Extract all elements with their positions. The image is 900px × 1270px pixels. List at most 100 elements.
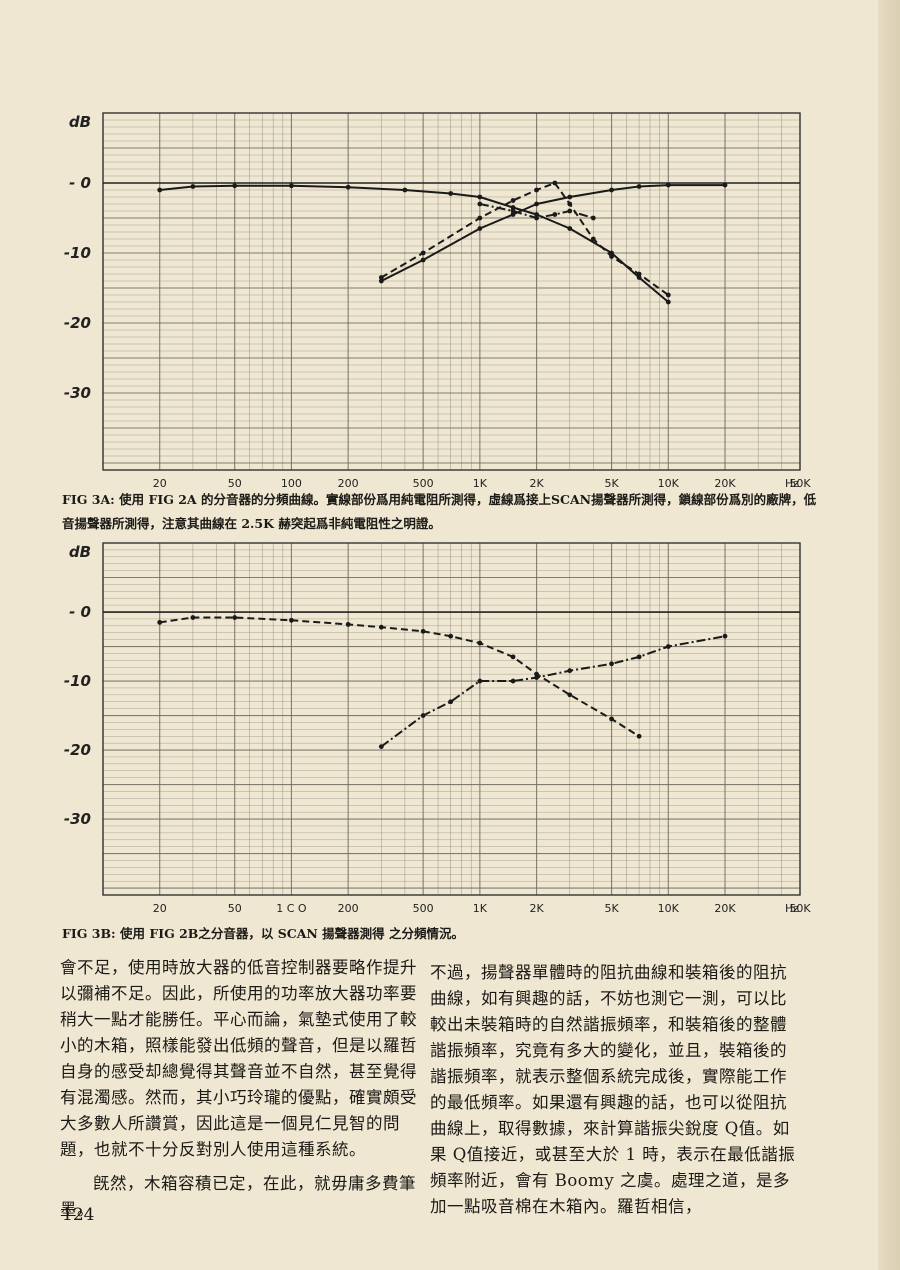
series-1-point	[567, 194, 573, 200]
caption-fig-3b: FIG 3B: 使用 FIG 2B之分音器，以 SCAN 揚聲器測得 之分頻情況…	[62, 922, 822, 946]
x-tick-label: 2K	[529, 477, 544, 490]
x-tick-label: 500	[413, 477, 434, 490]
series-1-point	[609, 661, 614, 667]
series-2-point	[378, 275, 384, 280]
y-tick-label: -10	[64, 672, 91, 690]
x-tick-label: 20K	[714, 902, 736, 915]
y-unit-label: dB	[69, 113, 91, 131]
x-tick-label: 1 C O	[276, 902, 307, 915]
series-0-point	[510, 205, 516, 210]
series-0-point	[232, 183, 238, 189]
series-0-point	[636, 733, 642, 739]
caption-fig-3b-text: 使用 FIG 2B之分音器，以 SCAN 揚聲器測得 之分頻情況。	[120, 926, 465, 941]
series-1-point	[722, 182, 728, 188]
y-tick-label: - 0	[69, 174, 91, 192]
series-1-point	[722, 633, 728, 639]
y-tick-label: -10	[64, 244, 91, 262]
series-0-point	[534, 671, 539, 677]
series-2-point	[609, 254, 614, 259]
page-number: 124	[62, 1205, 95, 1225]
caption-fig-3b-label: FIG 3B:	[62, 926, 116, 941]
page-edge	[878, 0, 900, 1270]
y-tick-label: -30	[64, 384, 91, 402]
body-column-left: 會不足，使用時放大器的低音控制器要略作提升以彌補不足。因此，所使用的功率放大器功…	[60, 955, 428, 1223]
series-0-point	[477, 640, 483, 646]
series-2-point	[665, 292, 671, 298]
series-3-point	[510, 208, 516, 214]
series-2-point	[567, 201, 573, 207]
series-0-point	[157, 619, 163, 625]
series-0-point	[378, 624, 384, 630]
x-tick-label: 2K	[529, 902, 544, 915]
series-0-point	[448, 191, 454, 196]
series-0-point	[567, 226, 573, 231]
series-0-point	[289, 617, 294, 623]
x-tick-label: 100	[281, 477, 302, 490]
x-tick-label: 5K	[604, 902, 619, 915]
series-0-point	[477, 194, 483, 200]
series-0-line	[159, 184, 669, 303]
series-1-point	[420, 257, 426, 263]
y-unit-label: dB	[69, 543, 91, 561]
x-unit-label: Hz	[785, 477, 799, 490]
series-1-line	[380, 635, 726, 748]
series-2-point	[534, 187, 539, 193]
series-1-point	[378, 744, 384, 750]
series-2-point	[510, 198, 516, 203]
series-0-point	[232, 615, 238, 620]
series-1-line	[380, 184, 725, 282]
x-tick-label: 50	[228, 477, 242, 490]
chart-fig-3b: - 0 -10 -20 -30 dB 20 50 1 C O 200 500 1K 2K 5K 10K 20…	[64, 542, 811, 915]
chart-fig-3a: - 0 -10 -20 -30 dB 20 50 100 200 500 1K 2K 5K 10K 20K 5…	[64, 112, 811, 490]
series-1-point	[477, 226, 483, 231]
series-0-line	[159, 616, 640, 738]
series-3-point	[590, 215, 596, 221]
series-1-point	[477, 678, 483, 684]
series-0-point	[402, 187, 408, 193]
series-3-point	[534, 215, 539, 221]
y-tick-label: - 0	[69, 603, 91, 621]
series-1-point	[567, 668, 573, 674]
body-column-right: 不過，揚聲器單體時的阻抗曲線和裝箱後的阻抗曲線，如有興趣的話，不妨也測它一測，可…	[430, 960, 798, 1220]
series-1-point	[609, 187, 614, 193]
y-tick-label: -20	[64, 314, 91, 332]
x-tick-label: 5K	[604, 477, 619, 490]
series-1-point	[665, 182, 671, 188]
series-2-line	[380, 182, 669, 296]
series-0-point	[190, 615, 196, 620]
x-tick-label: 1K	[473, 902, 488, 915]
series-0-point	[567, 692, 573, 698]
series-2-point	[636, 271, 642, 277]
series-0-point	[609, 716, 614, 722]
series-1-point	[378, 278, 384, 284]
series-1-point	[510, 678, 516, 684]
plot-frame	[102, 112, 801, 471]
y-tick-label: -20	[64, 741, 91, 759]
series-2-point	[477, 215, 483, 221]
caption-fig-3a-text: 使用 FIG 2A 的分音器的分頻曲線。實線部份爲用純電阻所測得，虛線爲接上SC…	[62, 492, 817, 531]
series-1-point	[534, 675, 539, 680]
series-0-point	[636, 275, 642, 280]
x-tick-label: 20	[153, 902, 167, 915]
y-tick-label: -30	[64, 810, 91, 828]
series-2-point	[590, 236, 596, 242]
series-0-point	[190, 184, 196, 189]
x-tick-label: 50	[228, 902, 242, 915]
series-1-point	[636, 654, 642, 660]
x-tick-label: 50K	[789, 477, 811, 490]
series-1-point	[665, 644, 671, 649]
paragraph: 會不足，使用時放大器的低音控制器要略作提升以彌補不足。因此，所使用的功率放大器功…	[60, 958, 417, 1159]
series-1-point	[448, 699, 454, 705]
series-0-point	[534, 212, 539, 217]
series-1-point	[420, 713, 426, 718]
series-0-point	[448, 633, 454, 639]
series-1-point	[534, 201, 539, 207]
series-0-point	[345, 622, 351, 627]
x-unit-label: Hz	[785, 902, 799, 915]
series-0-point	[345, 184, 351, 190]
caption-fig-3a: FIG 3A: 使用 FIG 2A 的分音器的分頻曲線。實線部份爲用純電阻所測得…	[62, 488, 822, 536]
x-tick-label: 200	[338, 902, 359, 915]
series-3-point	[552, 212, 558, 217]
x-tick-label: 10K	[658, 477, 680, 490]
x-tick-label: 1K	[473, 477, 488, 490]
